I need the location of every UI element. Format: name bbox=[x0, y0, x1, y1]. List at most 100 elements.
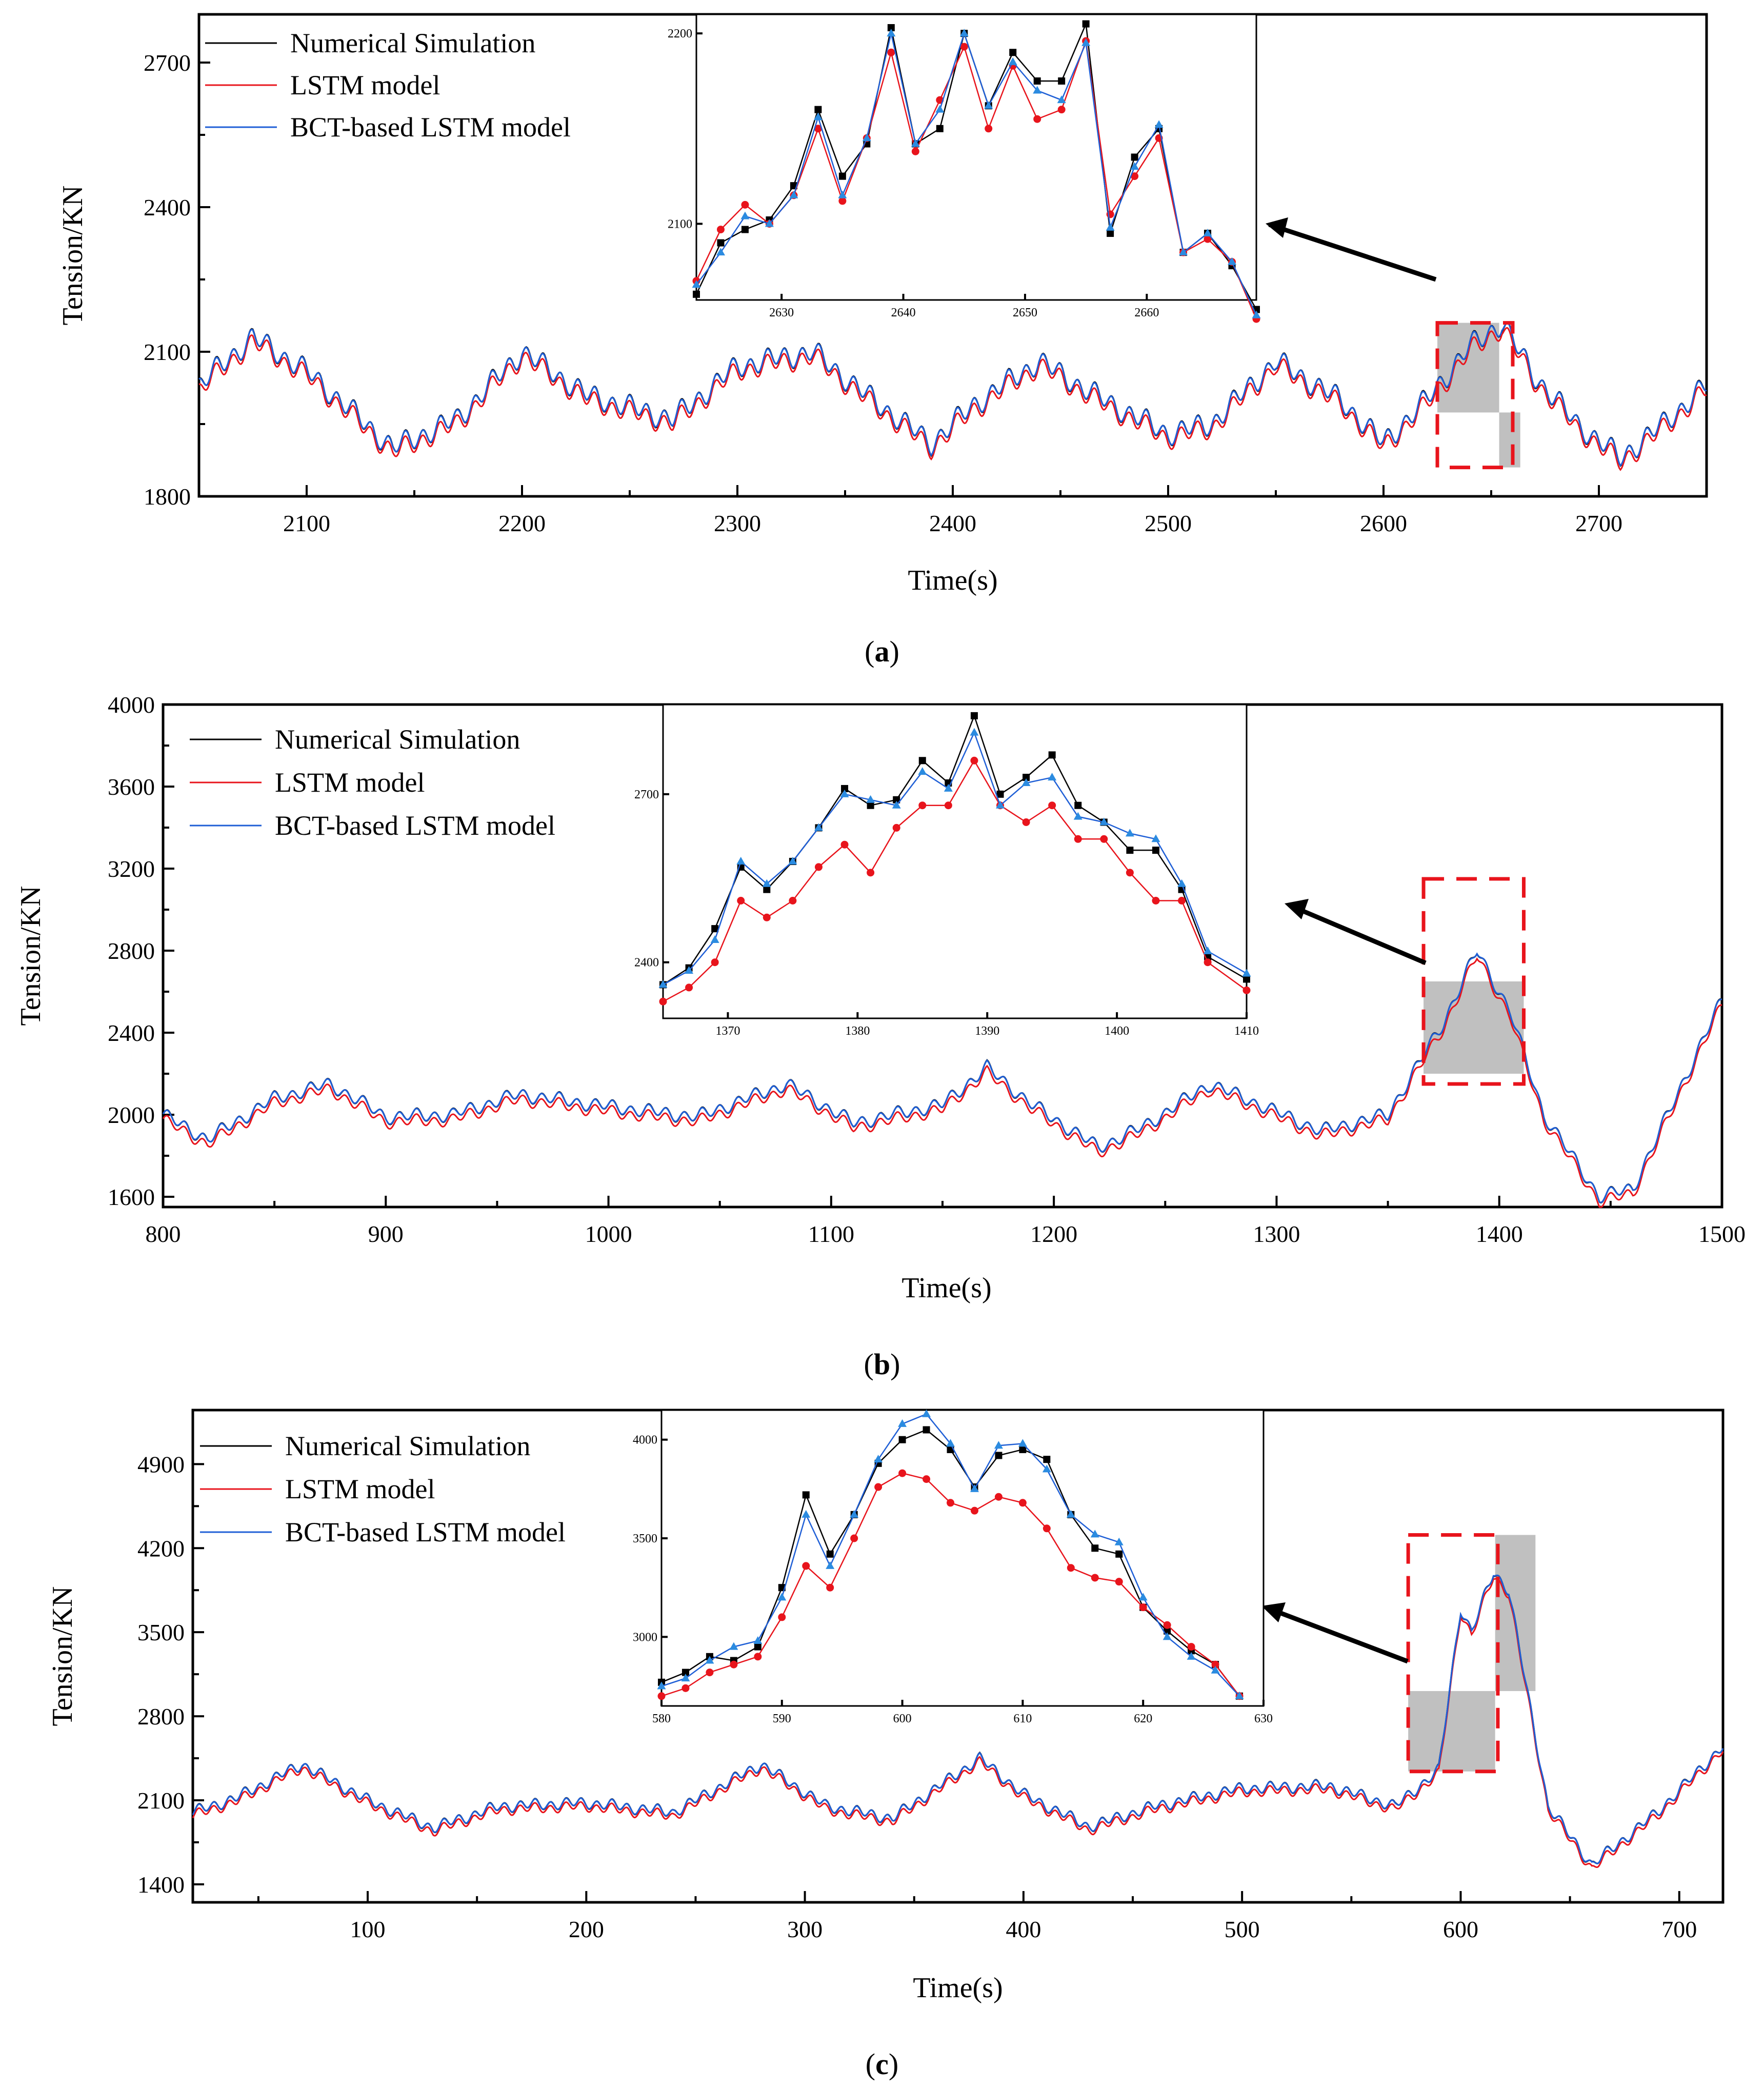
inset-bct-point bbox=[946, 1439, 955, 1447]
panel-a-xtick-label: 2200 bbox=[498, 510, 546, 536]
inset-bct-point bbox=[970, 1484, 979, 1492]
panel-a-series bbox=[198, 321, 1707, 471]
inset-lstm-point bbox=[681, 1684, 690, 1692]
panel-b-ytick-label: 3600 bbox=[108, 774, 155, 800]
panel-a-zoom-box bbox=[1435, 321, 1515, 470]
inset-bct-point bbox=[1073, 812, 1083, 820]
inset-lstm-point bbox=[911, 147, 919, 155]
inset-bct-point bbox=[1008, 57, 1017, 65]
inset-lstm-point bbox=[1048, 801, 1056, 810]
inset-lstm-point bbox=[874, 1483, 883, 1491]
panel-b: 800 900 1000 1100 1200 1300 1400 1500 1600 2000 24… bbox=[15, 692, 1746, 1381]
panel-a-caption-letter: a bbox=[875, 635, 890, 668]
panel-c-ytick-label: 4200 bbox=[137, 1535, 185, 1561]
zoom-gray-block bbox=[1495, 1535, 1536, 1691]
inset-lstm-point bbox=[802, 1562, 810, 1570]
inset-bct-point bbox=[1106, 223, 1115, 231]
inset-bct-point bbox=[959, 29, 969, 37]
inset-bct-point bbox=[788, 857, 797, 865]
inset-lstm-point bbox=[826, 1583, 834, 1592]
legend-label-bct: BCT-based LSTM model bbox=[275, 810, 555, 841]
panel-b-ytick-label: 3200 bbox=[108, 856, 155, 882]
inset-numerical-point bbox=[1082, 20, 1090, 28]
inset-xtick-label: 1410 bbox=[1234, 1024, 1259, 1038]
inset-lstm-point bbox=[892, 823, 900, 832]
legend-label-numerical: Numerical Simulation bbox=[290, 28, 535, 58]
panel-c-series bbox=[192, 1574, 1724, 1868]
zoom-dashed-box bbox=[1406, 1533, 1500, 1774]
inset-numerical-point bbox=[1115, 1550, 1123, 1558]
panel-a-xtick-label: 2300 bbox=[714, 510, 761, 536]
inset-xtick-label: 580 bbox=[652, 1712, 671, 1725]
inset-numerical-point bbox=[681, 1669, 689, 1676]
inset-xtick-label: 1400 bbox=[1105, 1024, 1129, 1038]
bct-line bbox=[192, 1574, 1724, 1864]
inset-xtick-label: 590 bbox=[773, 1712, 791, 1725]
inset-bct-point bbox=[944, 783, 953, 792]
inset-bct-point bbox=[753, 1636, 763, 1644]
inset-lstm-point bbox=[685, 983, 693, 992]
inset-bct-point bbox=[935, 105, 945, 113]
panel-a-caption: (a) bbox=[865, 635, 899, 668]
panel-b-xtick-label: 1400 bbox=[1476, 1221, 1523, 1247]
inset-bct-point bbox=[1138, 1593, 1148, 1601]
panel-c: 100 200 300 400 500 600 700 1400 2100 2800 3500 420… bbox=[47, 1409, 1725, 2081]
panel-b-xtick-label: 1300 bbox=[1253, 1221, 1300, 1247]
inset-lstm-point bbox=[867, 869, 875, 877]
panel-a: 2100 2200 2300 2400 2500 2600 2700 1800 2100 2400… bbox=[57, 13, 1708, 668]
inset-bct-point bbox=[813, 112, 823, 120]
panel-b-ticks: 800 900 1000 1100 1200 1300 1400 1500 1600 2000 24… bbox=[108, 692, 1746, 1247]
panel-a-ytick-label: 2400 bbox=[144, 194, 191, 220]
inset-numerical-point bbox=[826, 1550, 834, 1558]
inset-lstm-point bbox=[737, 897, 745, 905]
inset-bct-point bbox=[1162, 1632, 1172, 1640]
panel-c-xtick-label: 400 bbox=[1006, 1916, 1041, 1942]
panel-a-inset-series bbox=[692, 20, 1261, 323]
panel-c-arrow-head bbox=[1261, 1602, 1286, 1622]
panel-c-ytick-label: 1400 bbox=[137, 1872, 185, 1898]
inset-numerical-point bbox=[814, 106, 822, 113]
inset-lstm-point bbox=[1211, 1660, 1219, 1669]
panel-a-xtick-label: 2400 bbox=[929, 510, 976, 536]
inset-xtick-label: 2650 bbox=[1013, 306, 1037, 319]
inset-lstm-point bbox=[814, 125, 822, 133]
panel-a-ylabel: Tension/KN bbox=[57, 186, 89, 326]
inset-numerical-point bbox=[1058, 77, 1066, 85]
panel-a-arrow-head bbox=[1266, 217, 1288, 238]
panel-b-zoom-arrow bbox=[1294, 905, 1427, 966]
inset-bct-point bbox=[1114, 1537, 1124, 1545]
inset-bct-point bbox=[1203, 229, 1212, 237]
inset-xtick-label: 610 bbox=[1013, 1712, 1032, 1725]
inset-bct-line bbox=[696, 31, 1257, 316]
inset-lstm-point bbox=[1100, 835, 1108, 843]
inset-lstm-point bbox=[970, 1506, 978, 1515]
panel-c-legend: Numerical Simulation LSTM model BCT-base… bbox=[200, 1431, 566, 1548]
panel-a-ytick-label: 2100 bbox=[144, 339, 191, 365]
zoom-gray-block bbox=[1499, 412, 1520, 468]
inset-bct-point bbox=[1235, 1691, 1244, 1699]
inset-ytick-label: 2200 bbox=[668, 27, 692, 41]
panel-a-legend: Numerical Simulation LSTM model BCT-base… bbox=[205, 28, 571, 143]
inset-bct-point bbox=[840, 789, 849, 797]
inset-ytick-label: 3000 bbox=[633, 1631, 657, 1644]
panel-c-zoom-highlight bbox=[1408, 1535, 1536, 1772]
inset-bct-point bbox=[850, 1510, 859, 1518]
panel-b-xtick-label: 1000 bbox=[585, 1221, 632, 1247]
inset-bct-point bbox=[1125, 829, 1134, 837]
inset-bct-point bbox=[1081, 38, 1091, 46]
inset-lstm-point bbox=[1057, 106, 1066, 114]
inset-bct-point bbox=[716, 248, 725, 256]
inset-lstm-point bbox=[960, 43, 968, 51]
panel-a-ticks: 2100 2200 2300 2400 2500 2600 2700 1800 2100 2400… bbox=[144, 50, 1622, 536]
zoom-gray-block bbox=[1424, 981, 1524, 1074]
inset-numerical-point bbox=[1126, 847, 1134, 854]
inset-lstm-point bbox=[1067, 1564, 1075, 1572]
inset-bct-point bbox=[710, 935, 719, 943]
inset-ytick-label: 3500 bbox=[633, 1532, 657, 1545]
inset-numerical-point bbox=[1107, 230, 1114, 237]
inset-bct-point bbox=[874, 1455, 883, 1463]
inset-bct-point bbox=[765, 219, 774, 227]
inset-bct-point bbox=[1033, 86, 1042, 94]
inset-bct-point bbox=[866, 795, 875, 803]
inset-ytick-label: 2400 bbox=[634, 956, 659, 970]
